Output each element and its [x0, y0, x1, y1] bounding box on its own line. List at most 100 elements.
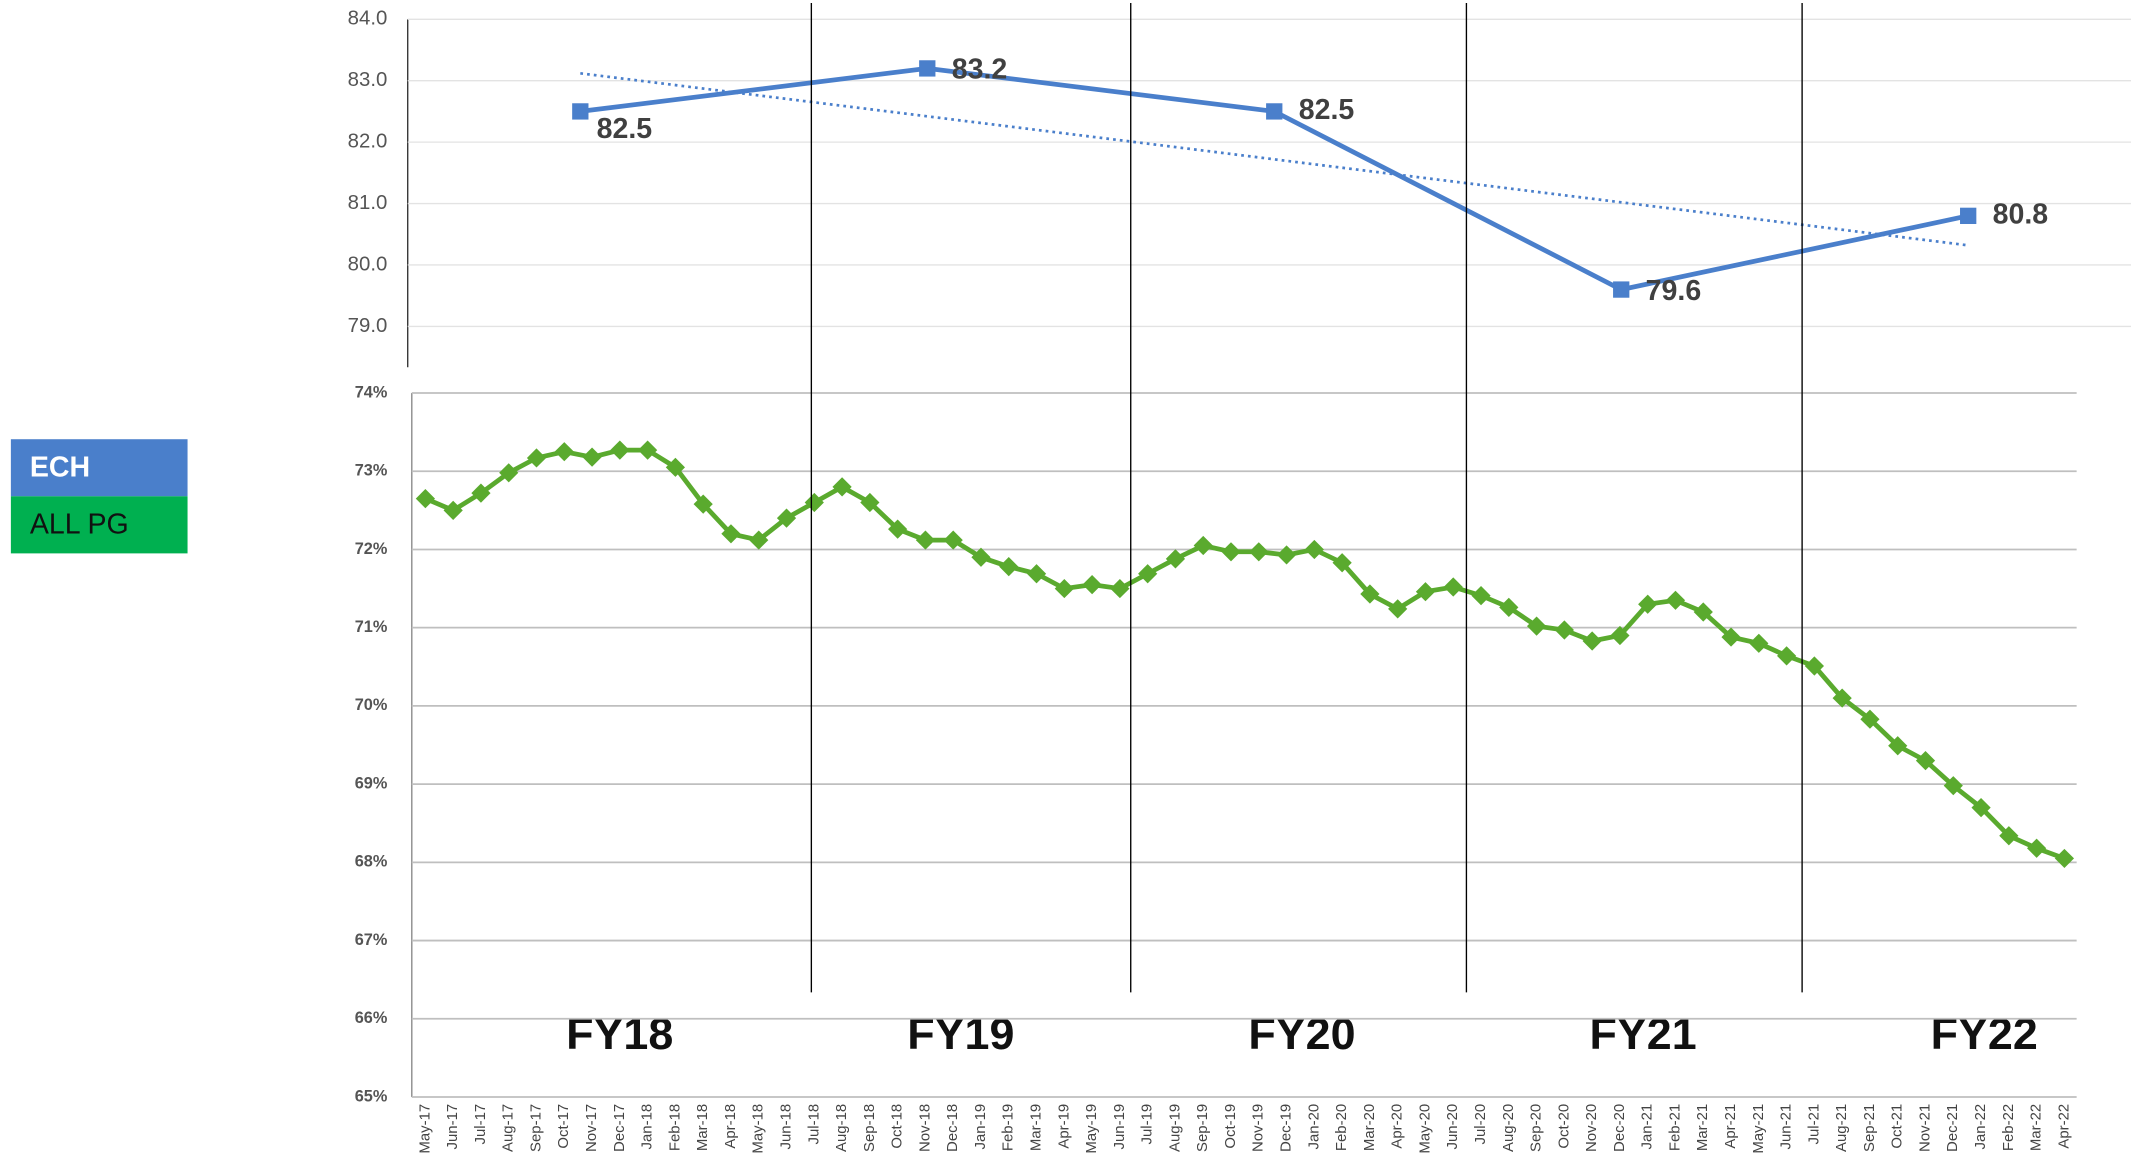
data-label: 82.5	[597, 113, 653, 145]
marker	[1276, 545, 1297, 565]
marker	[888, 519, 908, 539]
x-tick-label: Nov-18	[916, 1104, 933, 1152]
marker	[1332, 553, 1352, 573]
data-label: 82.5	[1299, 94, 1355, 126]
x-tick-label: Feb-21	[1666, 1104, 1683, 1151]
x-tick-label: Oct-18	[889, 1104, 906, 1149]
trendline	[580, 71, 1969, 247]
series-line	[424, 447, 2066, 861]
marker	[1443, 577, 1463, 597]
marker	[1266, 103, 1283, 120]
x-tick-label: Jul-19	[1139, 1104, 1156, 1145]
marker	[1888, 736, 1908, 756]
x-tick-label: Nov-17	[583, 1104, 600, 1152]
y-tick-label: 71%	[355, 618, 388, 636]
marker	[1138, 564, 1158, 584]
marker	[1665, 590, 1686, 610]
marker	[943, 530, 963, 550]
x-tick-label: Jan-21	[1639, 1104, 1656, 1150]
x-tick-label: Jun-21	[1778, 1104, 1795, 1150]
x-tick-label: Nov-19	[1250, 1104, 1267, 1152]
x-tick-label: Dec-20	[1611, 1104, 1628, 1152]
x-tick-label: Sep-19	[1194, 1104, 1211, 1152]
x-tick-label: Jan-18	[639, 1104, 656, 1150]
marker	[499, 463, 519, 483]
x-tick-label: Dec-17	[611, 1104, 628, 1152]
x-tick-label: May-20	[1416, 1104, 1433, 1154]
x-tick-label: Oct-21	[1889, 1104, 1906, 1149]
marker	[415, 489, 435, 509]
x-tick-label: Sep-20	[1528, 1104, 1545, 1152]
x-tick-label: Apr-19	[1055, 1104, 1072, 1149]
legend-swatch	[10, 439, 188, 497]
marker	[1638, 594, 1658, 614]
x-tick-label: Jul-20	[1472, 1104, 1489, 1145]
x-tick-label: Apr-18	[722, 1104, 739, 1149]
y-tick-label: 70%	[355, 696, 388, 714]
y-tick-label: 80.0	[348, 253, 388, 275]
marker	[2027, 838, 2047, 858]
fy-dividers	[810, 2, 1803, 993]
marker	[832, 477, 852, 497]
x-tick-label: Sep-21	[1861, 1104, 1878, 1152]
marker	[1304, 539, 1324, 560]
series-line	[580, 66, 1969, 293]
x-tick-label: Jan-20	[1305, 1104, 1322, 1150]
marker	[971, 547, 991, 567]
x-tick-label: Mar-19	[1027, 1104, 1044, 1151]
fy-label: FY18	[566, 1008, 673, 1059]
x-tick-label: Aug-17	[500, 1104, 517, 1152]
marker	[1110, 578, 1130, 599]
marker	[776, 508, 797, 528]
marker	[2054, 848, 2075, 869]
x-tick-label: Jun-18	[777, 1104, 794, 1150]
x-tick-label: Dec-21	[1944, 1104, 1961, 1152]
y-tick-label: 74%	[355, 383, 388, 401]
y-tick-label: 65%	[355, 1087, 388, 1105]
marker	[582, 447, 602, 467]
y-tick-label: 69%	[355, 774, 388, 792]
marker	[721, 524, 741, 544]
legend-label: ECH	[30, 452, 90, 484]
marker	[1613, 281, 1630, 298]
marker	[1804, 656, 1824, 676]
x-tick-label: Mar-21	[1694, 1104, 1711, 1151]
data-label: 83.2	[952, 54, 1008, 86]
x-tick-label: Oct-19	[1222, 1104, 1239, 1149]
data-label: 79.6	[1646, 275, 1702, 307]
x-tick-label: Feb-18	[666, 1104, 683, 1151]
y-tick-label: 72%	[355, 540, 388, 558]
x-tick-label: Jun-19	[1111, 1104, 1128, 1150]
x-tick-label: Apr-20	[1389, 1104, 1406, 1149]
x-tick-label: Aug-19	[1166, 1104, 1183, 1152]
x-tick-label: Feb-22	[2000, 1104, 2017, 1151]
x-tick-label: May-19	[1083, 1104, 1100, 1154]
legend-swatch	[10, 496, 188, 554]
x-tick-label: Sep-17	[527, 1104, 544, 1152]
x-tick-label: May-18	[750, 1104, 767, 1154]
marker	[554, 442, 574, 462]
marker	[1054, 578, 1074, 599]
x-tick-label: Apr-22	[2055, 1104, 2072, 1149]
x-tick-label: Jul-18	[805, 1104, 822, 1145]
marker	[1960, 207, 1977, 225]
x-tick-label: Dec-19	[1278, 1104, 1295, 1152]
marker	[1249, 542, 1269, 562]
marker	[693, 494, 713, 514]
marker	[1221, 542, 1241, 562]
marker	[1776, 646, 1797, 666]
x-tick-label: Aug-20	[1500, 1104, 1517, 1152]
y-tick-label: 82.0	[348, 131, 388, 153]
y-tick-label: 81.0	[348, 192, 388, 214]
marker	[1471, 585, 1491, 606]
marker	[1499, 597, 1519, 617]
x-tick-label: May-17	[416, 1104, 433, 1154]
marker	[804, 492, 824, 513]
marker	[1971, 797, 1991, 818]
y-tick-label: 84.0	[348, 8, 388, 30]
x-tick-label: Sep-18	[861, 1104, 878, 1152]
x-tick-label: Jan-19	[972, 1104, 989, 1150]
y-tick-label: 79.0	[348, 315, 388, 337]
marker	[1388, 599, 1408, 619]
